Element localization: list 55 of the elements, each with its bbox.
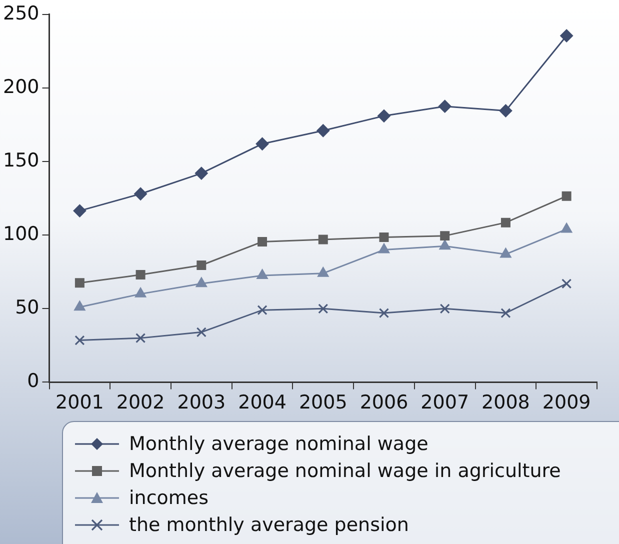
x-tick-label: 2003 [177, 392, 226, 414]
legend-label: Monthly average nominal wage in agriculture [129, 460, 561, 482]
point [318, 304, 328, 314]
point [136, 333, 146, 344]
y-tick-label: 250 [3, 2, 40, 24]
point [318, 234, 328, 244]
point [256, 269, 268, 280]
point [440, 231, 450, 241]
point [316, 124, 330, 138]
x-tick-label: 2002 [116, 392, 165, 414]
x-tick-label: 2008 [482, 392, 530, 414]
point [439, 240, 451, 250]
point [74, 278, 84, 288]
point [377, 109, 390, 122]
x-tick-label: 2006 [360, 392, 408, 414]
x-tick-label: 2004 [238, 392, 286, 414]
point [560, 222, 572, 233]
point [196, 260, 206, 270]
point [440, 304, 450, 314]
point [562, 191, 572, 201]
point [73, 204, 86, 218]
legend-label: incomes [129, 486, 208, 508]
y-tick-label: 100 [3, 223, 40, 246]
point [134, 287, 146, 298]
point [136, 270, 146, 280]
y-tick-label: 50 [15, 296, 40, 319]
x-tick-label: 2005 [298, 392, 348, 414]
point [196, 277, 208, 288]
point [74, 335, 85, 346]
legend-label: the monthly average pension [129, 514, 409, 536]
point [438, 100, 452, 113]
point [500, 248, 512, 258]
point [500, 308, 511, 318]
point [500, 218, 510, 228]
point [379, 232, 389, 242]
y-tick-label: 150 [3, 149, 40, 172]
point [378, 243, 390, 254]
x-tick-label: 2007 [420, 392, 470, 414]
legend-label: Monthly average nominal wage [129, 432, 428, 454]
point [560, 29, 574, 42]
point [194, 166, 208, 180]
x-tick-label: 2001 [56, 392, 104, 414]
point [134, 187, 148, 200]
point [257, 305, 268, 316]
point [74, 300, 86, 311]
point [196, 327, 206, 338]
point [378, 308, 390, 318]
y-tick-label: 200 [3, 76, 40, 98]
point [317, 266, 329, 277]
y-tick-label: 0 [27, 370, 40, 392]
point [256, 137, 269, 150]
x-tick-label: 2009 [542, 392, 591, 414]
point [562, 278, 572, 289]
point [258, 236, 268, 246]
point [499, 104, 512, 118]
